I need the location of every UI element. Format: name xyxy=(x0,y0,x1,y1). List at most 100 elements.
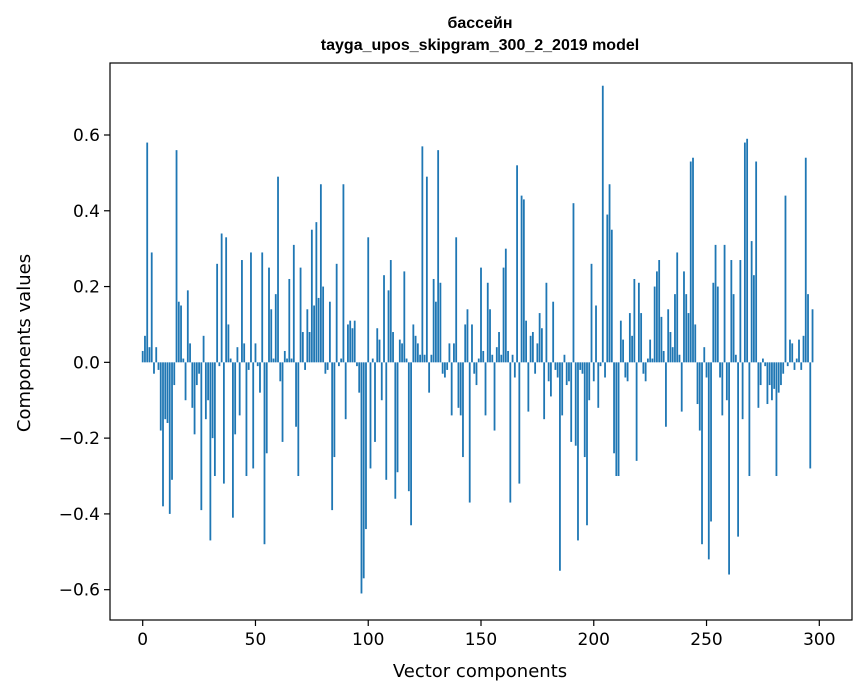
bar xyxy=(698,362,701,431)
bar xyxy=(153,362,155,374)
bar xyxy=(371,358,374,363)
bar xyxy=(615,362,618,477)
bar xyxy=(250,252,252,363)
bar xyxy=(265,362,268,454)
bar xyxy=(166,362,169,423)
bar xyxy=(644,362,647,382)
bar xyxy=(331,362,334,511)
bar xyxy=(245,362,248,477)
bar xyxy=(254,343,257,363)
bar xyxy=(531,332,534,363)
bar xyxy=(628,313,631,363)
bar xyxy=(396,362,399,473)
bar xyxy=(653,286,656,363)
bar xyxy=(385,362,388,480)
bar xyxy=(383,275,385,363)
bar xyxy=(631,335,633,363)
bar xyxy=(660,316,663,363)
bar xyxy=(171,362,173,480)
bar xyxy=(680,362,683,412)
bar xyxy=(748,362,751,477)
plot-frame xyxy=(109,62,853,621)
bar xyxy=(529,335,532,363)
bar xyxy=(662,350,665,363)
bar xyxy=(536,343,539,363)
bar xyxy=(482,350,485,363)
bar xyxy=(518,362,521,484)
bar xyxy=(579,362,582,370)
bar xyxy=(286,358,288,363)
bar xyxy=(520,195,523,363)
bar xyxy=(610,229,613,363)
bar xyxy=(556,362,559,378)
y-tick-label: −0.4 xyxy=(59,505,100,525)
bar xyxy=(268,267,270,363)
bar xyxy=(349,320,352,363)
bar xyxy=(247,362,250,370)
bar xyxy=(601,85,604,363)
bar xyxy=(403,271,406,363)
bar xyxy=(608,184,611,363)
bar xyxy=(768,362,771,386)
bar xyxy=(209,362,212,541)
bar xyxy=(141,350,144,363)
bar xyxy=(362,362,365,579)
bar xyxy=(155,347,158,363)
bar xyxy=(387,290,390,363)
bar xyxy=(259,362,261,393)
bar xyxy=(227,324,230,363)
bar xyxy=(802,335,805,363)
bar xyxy=(365,362,367,530)
bar xyxy=(500,354,503,363)
bar xyxy=(750,241,753,363)
bar xyxy=(784,195,787,363)
bar xyxy=(782,362,785,374)
bar xyxy=(198,362,200,374)
bar xyxy=(554,362,557,370)
bar xyxy=(189,343,191,363)
bar xyxy=(651,358,654,363)
bar xyxy=(552,301,555,363)
x-tick-label: 0 xyxy=(137,630,148,650)
bar xyxy=(416,343,419,363)
bar xyxy=(453,343,455,363)
bar xyxy=(195,362,198,386)
bar xyxy=(509,362,512,503)
bar xyxy=(516,165,518,363)
bar xyxy=(168,362,171,514)
bar xyxy=(565,362,568,386)
bar xyxy=(592,362,595,382)
bar xyxy=(495,347,498,363)
bar xyxy=(283,350,286,363)
bar xyxy=(581,362,584,374)
bar xyxy=(173,362,176,386)
bar xyxy=(356,362,358,367)
bar xyxy=(182,358,185,363)
bar xyxy=(550,362,552,397)
bar xyxy=(674,294,676,363)
bar xyxy=(739,260,742,363)
bar xyxy=(358,362,361,393)
bar xyxy=(741,362,744,420)
bar xyxy=(563,354,566,363)
bar xyxy=(692,157,694,363)
x-tick-label: 250 xyxy=(690,630,722,650)
bar xyxy=(414,335,417,363)
bar xyxy=(486,282,489,363)
bar xyxy=(545,282,548,363)
bar xyxy=(193,362,196,435)
bar xyxy=(191,362,194,408)
bar xyxy=(186,290,189,363)
bar xyxy=(687,313,690,363)
bar xyxy=(450,362,453,416)
bar xyxy=(146,142,149,363)
bar xyxy=(725,362,728,401)
bar xyxy=(734,354,737,363)
bar xyxy=(446,362,449,370)
bar xyxy=(588,362,591,401)
bar xyxy=(410,362,412,526)
bar xyxy=(780,362,782,386)
bar xyxy=(292,244,295,363)
bar xyxy=(277,176,279,363)
bar xyxy=(301,332,304,363)
